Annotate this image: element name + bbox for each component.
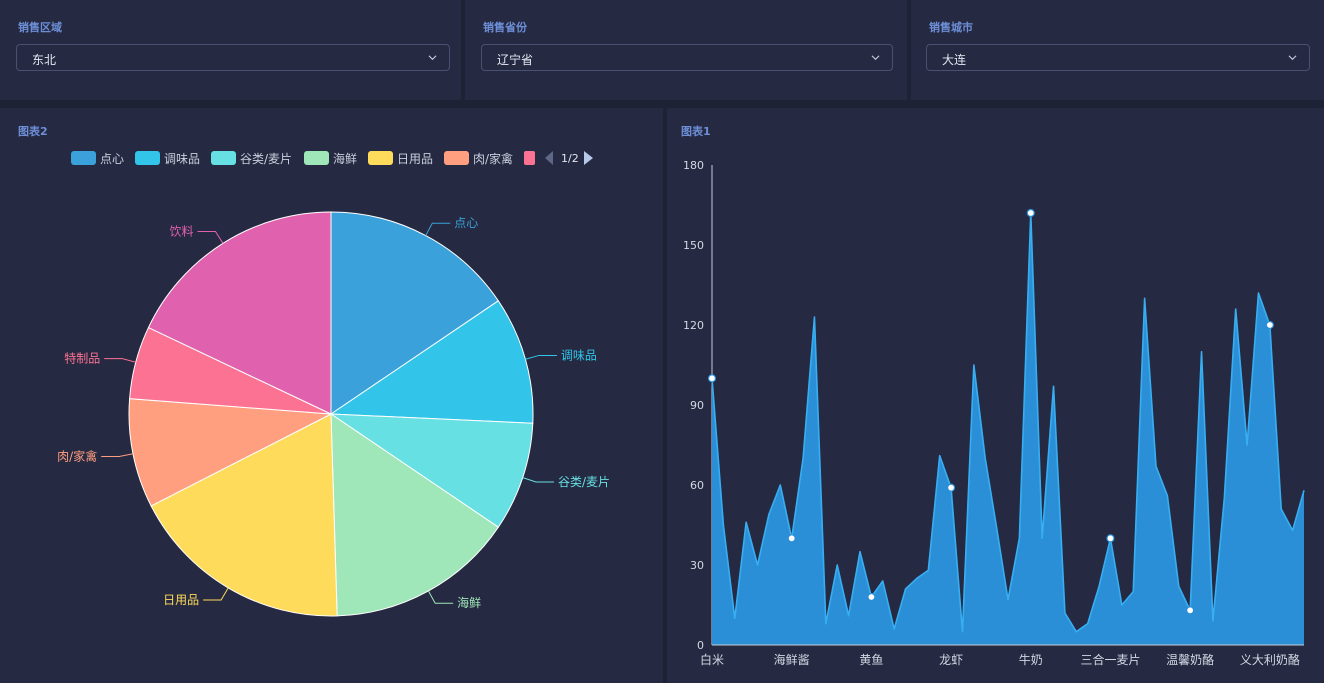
area-chart-panel: 图表1 0 30 60 90 120 150 180 白米 海鲜酱 黄鱼 龙虾 牛奶 三合一麦片 温馨奶酪… xyxy=(667,108,1324,683)
x-tick-label: 义大利奶酪 xyxy=(1240,652,1300,667)
pie-slice[interactable] xyxy=(128,398,333,507)
legend-swatch xyxy=(135,151,160,165)
legend-item[interactable]: 谷类/麦片 xyxy=(211,151,292,166)
x-tick-label: 温馨奶酪 xyxy=(1166,652,1214,667)
legend-label: 调味品 xyxy=(164,152,200,166)
pie-label-line xyxy=(197,230,224,244)
pie-slice-label: 日用品 xyxy=(163,593,199,607)
pie-label-line xyxy=(104,358,136,363)
pie-legend: 点心 调味品 谷类/麦片 海鲜 日用品 肉/家禽 1/2 xyxy=(71,151,593,166)
area-chart: 0 30 60 90 120 150 180 白米 海鲜酱 黄鱼 龙虾 牛奶 三合一麦片 温馨奶酪 义大利奶… xyxy=(683,159,1305,667)
legend-swatch xyxy=(444,151,469,165)
city-select-value: 大连 xyxy=(942,53,967,67)
x-tick-label: 龙虾 xyxy=(939,653,963,667)
pie-label-line xyxy=(525,354,557,360)
province-select-value: 辽宁省 xyxy=(497,53,534,67)
chevron-down-icon xyxy=(428,55,437,61)
y-tick-label: 30 xyxy=(690,559,704,572)
legend-item[interactable]: 海鲜 xyxy=(304,151,357,166)
data-point[interactable] xyxy=(1106,534,1115,543)
data-point[interactable] xyxy=(787,534,796,543)
filter-label-region: 销售区域 xyxy=(18,21,62,34)
pie-label-line xyxy=(427,590,454,604)
pie-slice[interactable] xyxy=(150,413,338,617)
pie-chart-title: 图表2 xyxy=(18,125,48,138)
legend-page-indicator: 1/2 xyxy=(561,152,579,165)
legend-item[interactable]: 肉/家禽 xyxy=(444,151,513,166)
legend-prev-icon[interactable] xyxy=(545,151,553,165)
pie-chart: 点心 调味品 谷类/麦片 海鲜 日用品 肉/家禽 1/2点心调味品谷类/麦片海鲜日用品肉/家… xyxy=(57,151,610,617)
filter-panel-province: 销售省份 辽宁省 xyxy=(465,0,907,100)
data-point[interactable] xyxy=(707,374,717,383)
chevron-down-icon xyxy=(871,55,880,61)
pie-chart-panel: 图表2 点心 调味品 谷类/麦片 海鲜 日用品 肉/家禽 1/2 点心 调味品 谷类/麦片 海鲜 日用… xyxy=(0,108,663,683)
legend-next-icon[interactable] xyxy=(584,151,593,165)
y-tick-label: 180 xyxy=(683,159,704,172)
legend-label: 点心 xyxy=(100,152,124,166)
pie-slice-label: 海鲜 xyxy=(457,595,481,610)
pie-slice-label: 点心 xyxy=(454,216,478,230)
filter-label-province: 销售省份 xyxy=(483,21,527,34)
y-tick-label: 120 xyxy=(683,319,704,332)
city-select[interactable]: 大连 xyxy=(926,44,1310,71)
legend-swatch[interactable] xyxy=(524,151,535,165)
data-point[interactable] xyxy=(1186,606,1195,615)
x-tick-label: 黄鱼 xyxy=(859,653,883,667)
pie-slice-label: 肉/家禽 xyxy=(57,449,97,464)
pie-slice-label: 饮料 xyxy=(169,224,193,238)
chevron-down-icon xyxy=(1288,55,1297,61)
legend-label: 谷类/麦片 xyxy=(240,152,292,166)
filter-panel-region: 销售区域 东北 xyxy=(0,0,461,100)
pie-slice[interactable] xyxy=(330,413,500,617)
series-line xyxy=(711,212,1305,633)
province-select[interactable]: 辽宁省 xyxy=(481,44,893,71)
area-chart-title: 图表1 xyxy=(681,125,711,138)
region-select-value: 东北 xyxy=(32,53,57,67)
y-tick-label: 150 xyxy=(683,239,704,252)
legend-swatch xyxy=(211,151,236,165)
legend-label: 肉/家禽 xyxy=(473,151,513,166)
data-point[interactable] xyxy=(946,483,956,492)
data-point[interactable] xyxy=(867,592,876,602)
legend-swatch xyxy=(304,151,329,165)
filter-label-city: 销售城市 xyxy=(929,21,973,34)
y-tick-label: 60 xyxy=(690,479,704,492)
x-tick-label: 三合一麦片 xyxy=(1080,652,1140,667)
data-point[interactable] xyxy=(1265,320,1274,330)
legend-swatch xyxy=(368,151,393,165)
pie-label-line xyxy=(425,222,451,236)
x-tick-label: 白米 xyxy=(700,652,724,667)
x-tick-label: 海鲜酱 xyxy=(774,652,810,667)
pie-slice[interactable] xyxy=(330,211,500,415)
region-select[interactable]: 东北 xyxy=(16,44,450,71)
legend-label: 日用品 xyxy=(397,152,433,166)
legend-item[interactable]: 点心 xyxy=(71,151,124,166)
data-point[interactable] xyxy=(1026,208,1035,218)
legend-label: 海鲜 xyxy=(333,151,357,166)
legend-item[interactable]: 日用品 xyxy=(368,151,433,166)
legend-item[interactable]: 调味品 xyxy=(135,151,200,166)
pie-label-line xyxy=(101,453,134,458)
y-tick-label: 90 xyxy=(690,399,704,412)
pie-slice[interactable] xyxy=(329,300,534,424)
pie-label-line xyxy=(203,587,229,601)
x-tick-label: 牛奶 xyxy=(1019,652,1043,667)
area-fill xyxy=(712,213,1304,645)
legend-swatch xyxy=(71,151,96,165)
pie-slice-label: 调味品 xyxy=(561,348,597,362)
filter-panel-city: 销售城市 大连 xyxy=(911,0,1324,100)
pie-slice-label: 特制品 xyxy=(64,351,100,366)
pie-label-line xyxy=(522,477,555,483)
y-tick-label: 0 xyxy=(697,639,704,652)
pie-slice-label: 谷类/麦片 xyxy=(558,475,610,489)
